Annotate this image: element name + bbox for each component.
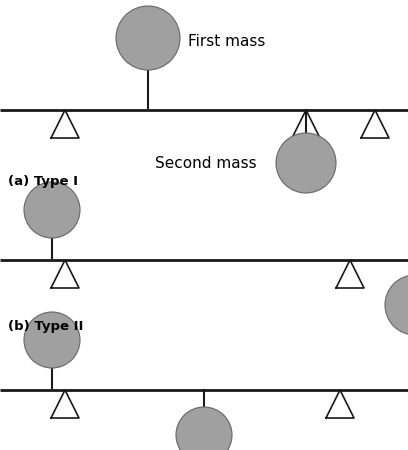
- Circle shape: [116, 6, 180, 70]
- Circle shape: [24, 182, 80, 238]
- Circle shape: [276, 133, 336, 193]
- Circle shape: [24, 312, 80, 368]
- Circle shape: [176, 407, 232, 450]
- Text: (a) Type I: (a) Type I: [8, 175, 78, 188]
- Circle shape: [385, 275, 408, 335]
- Text: (b) Type II: (b) Type II: [8, 320, 84, 333]
- Text: Second mass: Second mass: [155, 156, 257, 171]
- Text: First mass: First mass: [188, 35, 265, 50]
